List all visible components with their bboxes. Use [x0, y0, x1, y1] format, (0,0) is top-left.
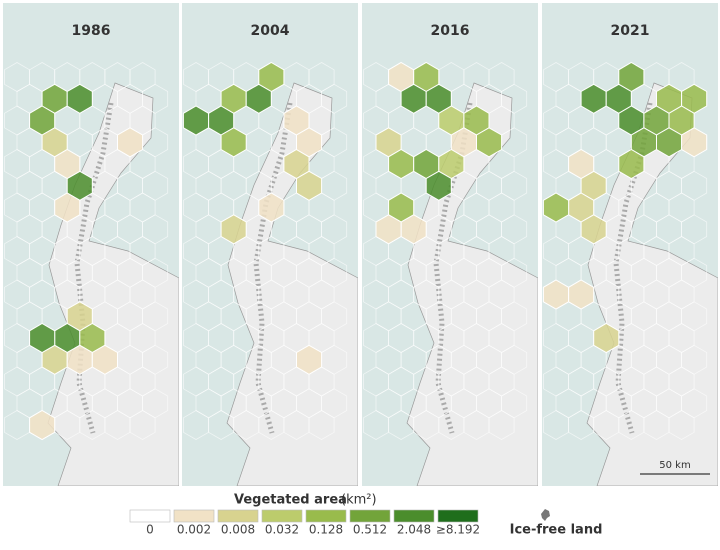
legend-swatch	[305, 509, 347, 523]
legend-title: Vegetated area	[234, 493, 347, 508]
hex-cell	[258, 192, 285, 223]
panel-title: 1986	[72, 23, 111, 39]
hex-cell	[220, 127, 247, 158]
hex-cell	[425, 170, 452, 201]
legend-label: 0.512	[353, 523, 387, 537]
panel-content	[542, 3, 718, 486]
panel-content	[3, 3, 179, 486]
legend-swatch	[349, 509, 391, 523]
legend: Vegetated area (km²) Ice-free land 0 0.00…	[129, 493, 603, 538]
hex-outline	[488, 410, 515, 440]
legend-label: 0.128	[309, 523, 343, 537]
legend-swatch	[129, 509, 171, 523]
map-panel: 2021 50 km	[542, 3, 718, 486]
hex-cell	[375, 214, 402, 245]
legend-label: 0.002	[177, 523, 211, 537]
legend-label: 2.048	[397, 523, 431, 537]
legend-swatch	[437, 509, 479, 523]
legend-swatch	[217, 509, 259, 523]
hex-cell	[220, 214, 247, 245]
hex-cell	[681, 127, 708, 158]
legend-label: 0	[146, 523, 154, 537]
hex-cell	[117, 127, 144, 158]
legend-swatch	[261, 509, 303, 523]
map-panel: 1986	[3, 3, 179, 486]
hex-cell	[593, 322, 620, 354]
legend-swatch	[393, 509, 435, 523]
hex-cell	[296, 344, 323, 375]
hex-outline	[308, 410, 335, 440]
hex-cell	[66, 83, 93, 114]
hex-cell	[542, 192, 570, 223]
hex-cell	[568, 279, 595, 310]
mountains	[253, 102, 293, 434]
map-panel: 2016	[362, 3, 538, 486]
legend-unit: (km²)	[341, 493, 377, 508]
hex-outline	[129, 410, 156, 440]
panel-content	[362, 3, 538, 486]
hex-cell	[568, 148, 595, 180]
legend-label: 0.008	[221, 523, 255, 537]
hex-outline	[668, 410, 695, 440]
panel-content	[182, 3, 358, 486]
hex-cell	[296, 170, 323, 201]
legend-label: 0.032	[265, 523, 299, 537]
legend-label: ≥8.192	[436, 523, 480, 537]
hex-cell	[618, 148, 645, 180]
panel-title: 2021	[611, 23, 650, 39]
hex-cell	[296, 127, 323, 158]
map-panel: 2004	[182, 3, 358, 486]
hex-cell	[54, 192, 81, 223]
hex-cell	[580, 214, 607, 245]
scale-label: 50 km	[659, 460, 690, 471]
hex-cell	[245, 83, 272, 114]
panels: 1986 2004 2016 2021 50 km	[3, 3, 718, 486]
mountains	[74, 102, 114, 434]
hex-cell	[91, 344, 118, 375]
legend-swatch	[173, 509, 215, 523]
ice-free-label: Ice-free land	[510, 523, 603, 538]
hex-cell	[29, 322, 56, 354]
hex-cell	[54, 148, 81, 180]
panel-title: 2016	[431, 23, 470, 39]
ice-free-icon	[541, 509, 550, 521]
hex-cell	[29, 409, 56, 441]
panel-title: 2004	[251, 23, 290, 39]
